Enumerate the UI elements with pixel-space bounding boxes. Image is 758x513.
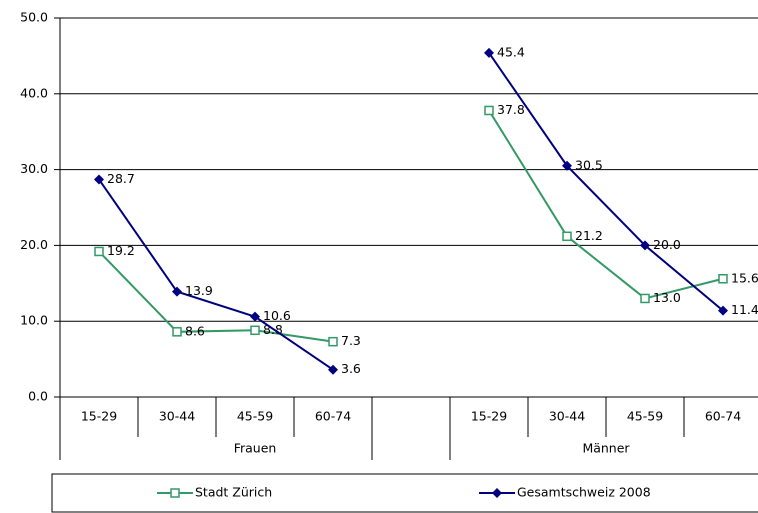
marker: [640, 240, 650, 251]
marker: [328, 364, 338, 375]
series-line: [488, 52, 724, 312]
x-tick-label: 45-59: [237, 409, 273, 424]
x-tick-label: 15-29: [471, 409, 507, 424]
marker: [484, 47, 494, 58]
data-label: 21.2: [575, 228, 603, 243]
series-line: [488, 109, 724, 300]
legend-marker: [492, 488, 502, 498]
y-tick-label: 20.0: [20, 237, 48, 252]
marker: [562, 231, 572, 242]
marker: [640, 293, 650, 304]
data-label: 37.8: [497, 102, 525, 117]
data-label: 13.0: [653, 290, 681, 305]
data-label: 30.5: [575, 157, 603, 172]
data-label: 11.4: [731, 302, 758, 317]
y-tick-label: 50.0: [20, 10, 48, 25]
data-label: 3.6: [341, 361, 361, 376]
legend-marker: [170, 488, 180, 498]
data-label: 13.9: [185, 283, 213, 298]
x-tick-label: 60-74: [315, 409, 351, 424]
marker: [94, 246, 104, 257]
data-label: 20.0: [653, 237, 681, 252]
legend-box: [51, 473, 758, 513]
group-label: Frauen: [234, 441, 277, 456]
x-tick-label: 60-74: [705, 409, 741, 424]
marker: [718, 305, 728, 316]
x-tick-label: 30-44: [549, 409, 585, 424]
data-label: 8.6: [185, 323, 205, 338]
data-label: 28.7: [107, 171, 135, 186]
y-tick-label: 40.0: [20, 85, 48, 100]
x-tick-label: 45-59: [627, 409, 663, 424]
marker: [250, 311, 260, 322]
marker: [250, 325, 260, 336]
data-label: 15.6: [731, 270, 758, 285]
data-label: 10.6: [263, 308, 291, 323]
marker: [562, 160, 572, 171]
series-line: [98, 250, 334, 343]
data-label: 7.3: [341, 333, 361, 348]
x-tick-label: 15-29: [81, 409, 117, 424]
legend-label: Gesamtschweiz 2008: [517, 485, 651, 500]
marker: [172, 286, 182, 297]
group-label: Männer: [582, 441, 630, 456]
marker: [484, 105, 494, 116]
marker: [718, 274, 728, 284]
data-label: 45.4: [497, 44, 525, 59]
series-line: [98, 178, 334, 371]
data-label: 19.2: [107, 243, 135, 258]
marker: [172, 327, 182, 337]
legend-label: Stadt Zürich: [195, 485, 272, 500]
marker: [94, 174, 104, 185]
y-tick-label: 30.0: [20, 161, 48, 176]
y-tick-label: 10.0: [20, 313, 48, 328]
y-tick-label: 0.0: [28, 389, 48, 404]
x-tick-label: 30-44: [159, 409, 195, 424]
marker: [328, 336, 338, 347]
